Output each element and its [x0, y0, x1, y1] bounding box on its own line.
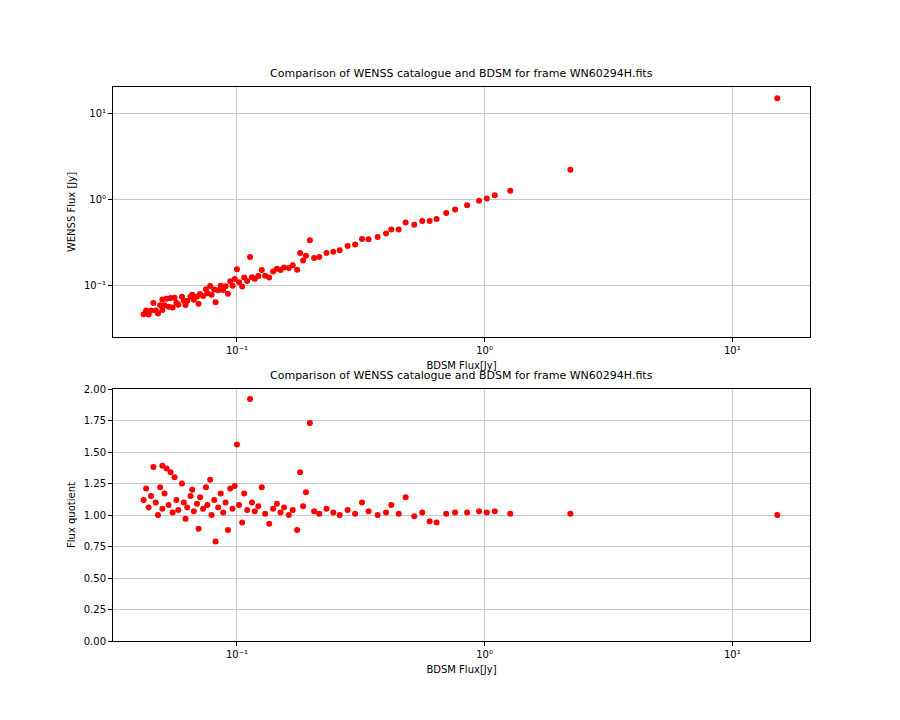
svg-text:Flux quotient: Flux quotient	[66, 482, 77, 548]
svg-text:0.75: 0.75	[84, 541, 106, 552]
svg-text:WENSS Flux [Jy]: WENSS Flux [Jy]	[66, 172, 77, 252]
svg-text:1.75: 1.75	[84, 415, 106, 426]
svg-text:BDSM Flux[Jy]: BDSM Flux[Jy]	[426, 664, 496, 675]
svg-text:BDSM Flux[Jy]: BDSM Flux[Jy]	[426, 360, 496, 371]
svg-text:10¹: 10¹	[724, 345, 741, 356]
svg-text:Comparison of WENSS catalogue: Comparison of WENSS catalogue and BDSM f…	[270, 67, 653, 80]
svg-text:10⁰: 10⁰	[476, 649, 493, 660]
svg-text:Comparison of WENSS catalogue: Comparison of WENSS catalogue and BDSM f…	[270, 369, 653, 382]
svg-text:0.50: 0.50	[84, 573, 106, 584]
svg-text:10⁰: 10⁰	[476, 345, 493, 356]
svg-text:10⁰: 10⁰	[89, 194, 106, 205]
svg-text:10¹: 10¹	[724, 649, 741, 660]
svg-text:10⁻¹: 10⁻¹	[226, 649, 248, 660]
svg-text:1.50: 1.50	[84, 447, 106, 458]
svg-text:0.00: 0.00	[84, 636, 106, 647]
svg-text:10¹: 10¹	[89, 108, 106, 119]
svg-text:0.25: 0.25	[84, 604, 106, 615]
svg-text:1.25: 1.25	[84, 478, 106, 489]
svg-text:1.00: 1.00	[84, 510, 106, 521]
svg-text:2.00: 2.00	[84, 384, 106, 395]
svg-text:10⁻¹: 10⁻¹	[84, 280, 106, 291]
svg-text:10⁻¹: 10⁻¹	[226, 345, 248, 356]
